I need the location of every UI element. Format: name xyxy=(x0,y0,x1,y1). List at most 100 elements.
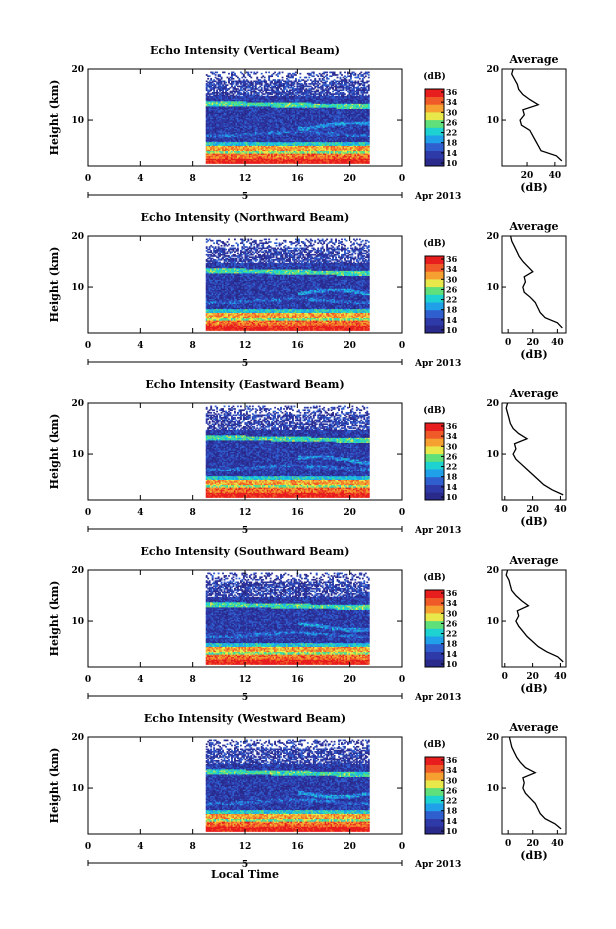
heatmap-cell xyxy=(216,94,219,97)
heatmap-cell xyxy=(262,120,265,122)
heatmap-cell xyxy=(260,155,263,158)
heatmap-cell xyxy=(220,137,223,140)
heatmap-cell xyxy=(229,130,232,132)
heatmap-cell xyxy=(228,116,230,118)
heatmap-cell xyxy=(245,149,248,152)
heatmap-cell xyxy=(210,117,213,120)
heatmap-cell xyxy=(238,113,241,116)
heatmap-cell xyxy=(213,117,216,120)
heatmap-cell xyxy=(231,120,233,122)
heatmap-cell xyxy=(235,81,238,84)
heatmap-cell xyxy=(229,90,232,93)
heatmap-cell xyxy=(229,160,232,163)
heatmap-cell xyxy=(220,112,223,115)
heatmap-cell xyxy=(260,120,263,122)
heatmap-cell xyxy=(248,122,251,125)
heatmap-cell xyxy=(225,106,227,108)
heatmap-cell xyxy=(250,100,253,103)
heatmap-cell xyxy=(254,140,257,143)
heatmap-cell xyxy=(260,150,263,153)
heatmap-cell xyxy=(257,149,260,152)
heatmap-cell xyxy=(211,100,214,103)
heatmap-cell xyxy=(232,90,235,93)
heatmap-cell xyxy=(238,157,241,159)
heatmap-cell xyxy=(257,120,260,122)
heatmap-cell xyxy=(238,97,241,99)
heatmap-cell xyxy=(245,126,248,129)
heatmap-cell xyxy=(229,113,232,116)
heatmap-cell xyxy=(242,103,245,106)
heatmap-cell xyxy=(223,88,226,90)
heatmap-cell xyxy=(205,144,208,146)
heatmap-cell xyxy=(235,114,238,117)
heatmap-cell xyxy=(257,114,260,117)
heatmap-cell xyxy=(210,103,213,106)
heatmap-cell xyxy=(226,151,229,154)
heatmap-cell xyxy=(251,95,254,98)
heatmap-cell xyxy=(219,123,222,126)
heatmap-cell xyxy=(253,136,256,139)
heatmap-cell xyxy=(220,125,223,127)
heatmap-cell xyxy=(232,100,235,103)
heatmap-cell xyxy=(260,134,263,136)
heatmap-cell xyxy=(253,160,256,163)
heatmap-cell xyxy=(216,89,219,92)
heatmap-cell xyxy=(242,131,245,134)
heatmap-cell xyxy=(247,94,250,97)
heatmap-cell xyxy=(262,134,265,136)
heatmap-cell xyxy=(217,116,220,118)
heatmap-cell xyxy=(250,117,253,120)
heatmap-cell xyxy=(231,99,233,102)
heatmap-cell xyxy=(228,140,230,143)
heatmap-cell xyxy=(247,89,250,92)
heatmap-cell xyxy=(232,141,235,144)
heatmap-cell xyxy=(253,131,256,134)
heatmap-cell xyxy=(251,102,254,104)
heatmap-cell xyxy=(245,102,248,104)
heatmap-cell xyxy=(236,108,239,111)
heatmap-cell xyxy=(305,76,308,79)
heatmap-cell xyxy=(256,109,259,112)
heatmap-cell xyxy=(259,145,262,148)
heatmap-cell xyxy=(236,140,239,143)
heatmap-cell xyxy=(250,84,253,86)
heatmap-cell xyxy=(226,137,229,140)
heatmap-cell xyxy=(250,131,253,134)
heatmap-cell xyxy=(242,91,245,94)
heatmap-cell xyxy=(256,131,259,134)
heatmap-cell xyxy=(217,117,220,120)
heatmap-cell xyxy=(257,116,260,118)
heatmap-cell xyxy=(256,125,259,127)
heatmap-cell xyxy=(205,94,208,97)
heatmap-cell xyxy=(254,108,257,111)
heatmap-cell xyxy=(226,121,229,124)
heatmap-cell xyxy=(248,118,251,121)
heatmap-cell xyxy=(214,123,217,126)
heatmap-cell xyxy=(207,134,210,136)
heatmap-cell xyxy=(260,148,263,150)
heatmap-cell xyxy=(251,155,254,158)
heatmap-cell xyxy=(205,126,208,129)
heatmap-cell xyxy=(262,111,265,113)
heatmap-cell xyxy=(251,121,254,124)
heatmap-cell xyxy=(228,117,230,120)
heatmap-cells xyxy=(205,71,370,164)
heatmap-cell xyxy=(247,150,250,153)
heatmap-cell xyxy=(213,145,216,148)
heatmap-cell xyxy=(210,113,213,116)
heatmap-cell xyxy=(257,136,260,139)
heatmap-cell xyxy=(238,79,241,81)
heatmap-cell xyxy=(217,85,220,88)
heatmap-cell xyxy=(217,108,220,111)
heatmap-cell xyxy=(268,71,271,74)
heatmap-cell xyxy=(241,108,244,111)
heatmap-cell xyxy=(248,158,251,161)
heatmap-cell xyxy=(241,140,244,143)
heatmap-cell xyxy=(259,81,262,84)
heatmap-cell xyxy=(208,141,211,144)
heatmap-cell xyxy=(241,153,244,155)
heatmap-cell xyxy=(213,158,216,161)
heatmap-cell xyxy=(253,132,256,135)
x-axis-label: Local Time xyxy=(211,868,279,881)
heatmap-cell xyxy=(205,155,208,158)
